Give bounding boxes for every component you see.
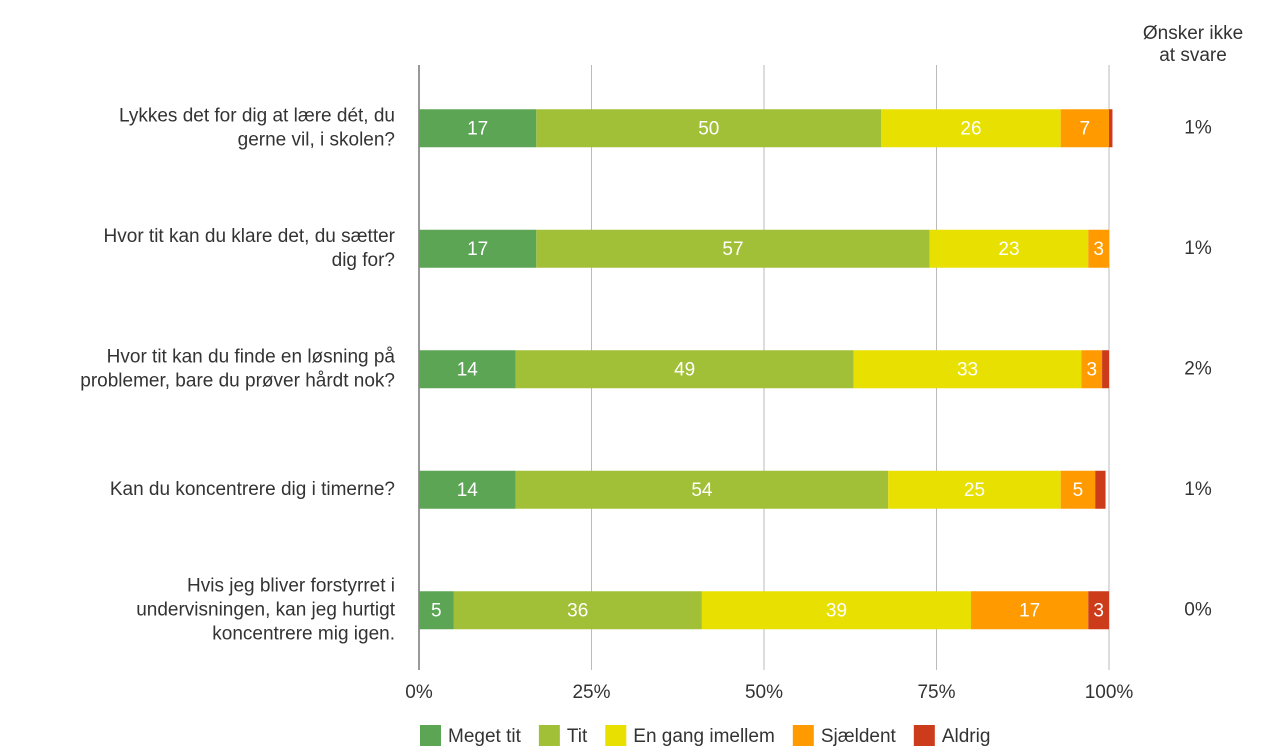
category-label: Kan du koncentrere dig i timerne? <box>110 479 395 500</box>
bar-segment <box>701 591 971 630</box>
data-label: 25 <box>964 480 985 501</box>
bar-segment <box>929 229 1089 268</box>
bar-segment <box>888 470 1061 509</box>
data-label: 17 <box>467 118 488 139</box>
bar-segment <box>419 470 516 509</box>
data-label: 17 <box>467 239 488 260</box>
x-tick-label: 100% <box>1085 682 1134 703</box>
data-label: 17 <box>1019 600 1040 621</box>
data-label: 7 <box>1080 118 1091 139</box>
bar-segment <box>515 350 854 389</box>
side-title: at svare <box>1159 45 1227 66</box>
side-title: Ønsker ikke <box>1143 23 1243 44</box>
side-value: 1% <box>1184 117 1212 138</box>
bar-segment <box>1088 229 1109 268</box>
data-label: 14 <box>457 480 479 501</box>
bar-segment <box>536 109 882 148</box>
bar-segment <box>1095 470 1106 509</box>
data-label: 5 <box>431 600 442 621</box>
data-label: 23 <box>998 239 1019 260</box>
category-label: Hvis jeg bliver forstyrret i <box>187 575 395 596</box>
data-label: 3 <box>1093 600 1104 621</box>
legend-swatch <box>605 725 627 746</box>
x-tick-label: 0% <box>405 682 433 703</box>
bar-segment <box>1102 350 1109 389</box>
bar-segment <box>1109 109 1113 148</box>
bar-segment <box>515 470 889 509</box>
bar-segment <box>419 591 454 630</box>
legend-label: Meget tit <box>448 726 522 747</box>
bar-segment <box>1060 109 1109 148</box>
legend-swatch <box>913 725 935 746</box>
category-label: undervisningen, kan jeg hurtigt <box>136 599 396 620</box>
data-label: 49 <box>674 359 695 380</box>
bar-segment <box>536 229 930 268</box>
side-value: 2% <box>1184 358 1212 379</box>
data-label: 5 <box>1073 480 1084 501</box>
data-label: 26 <box>960 118 981 139</box>
x-tick-label: 75% <box>917 682 955 703</box>
bar-segment <box>419 229 537 268</box>
category-label: Hvor tit kan du klare det, du sætter <box>104 226 396 247</box>
data-label: 33 <box>957 359 978 380</box>
side-value: 1% <box>1184 238 1212 259</box>
data-label: 36 <box>567 600 588 621</box>
data-label: 3 <box>1093 239 1104 260</box>
bar-segment <box>853 350 1082 389</box>
legend-label: Sjældent <box>821 726 897 747</box>
data-label: 50 <box>698 118 719 139</box>
bar-segment <box>419 350 516 389</box>
category-label: Lykkes det for dig at lære dét, du <box>119 105 395 126</box>
category-label: Hvor tit kan du finde en løsning på <box>107 346 396 367</box>
data-label: 3 <box>1086 359 1097 380</box>
legend-label: Tit <box>567 726 588 747</box>
bar-segment <box>1060 470 1096 509</box>
data-label: 54 <box>691 480 713 501</box>
bar-segment <box>453 591 702 630</box>
data-label: 14 <box>457 359 479 380</box>
legend-swatch <box>792 725 814 746</box>
side-value: 0% <box>1184 599 1212 620</box>
side-value: 1% <box>1184 479 1212 500</box>
bar-segment <box>1081 350 1103 389</box>
bar-segment <box>971 591 1089 630</box>
category-label: gerne vil, i skolen? <box>238 129 395 150</box>
legend-label: Aldrig <box>942 726 991 747</box>
category-label: problemer, bare du prøver hårdt nok? <box>80 370 395 391</box>
bar-segment <box>1088 591 1109 630</box>
x-tick-label: 25% <box>572 682 610 703</box>
data-label: 39 <box>826 600 847 621</box>
data-label: 57 <box>722 239 743 260</box>
bar-segment <box>419 109 537 148</box>
bar-segment <box>881 109 1061 148</box>
x-tick-label: 50% <box>745 682 783 703</box>
legend-swatch <box>538 725 560 746</box>
category-label: koncentrere mig igen. <box>212 623 395 644</box>
category-label: dig for? <box>332 250 395 271</box>
legend-label: En gang imellem <box>633 726 775 747</box>
legend-swatch <box>420 725 441 746</box>
